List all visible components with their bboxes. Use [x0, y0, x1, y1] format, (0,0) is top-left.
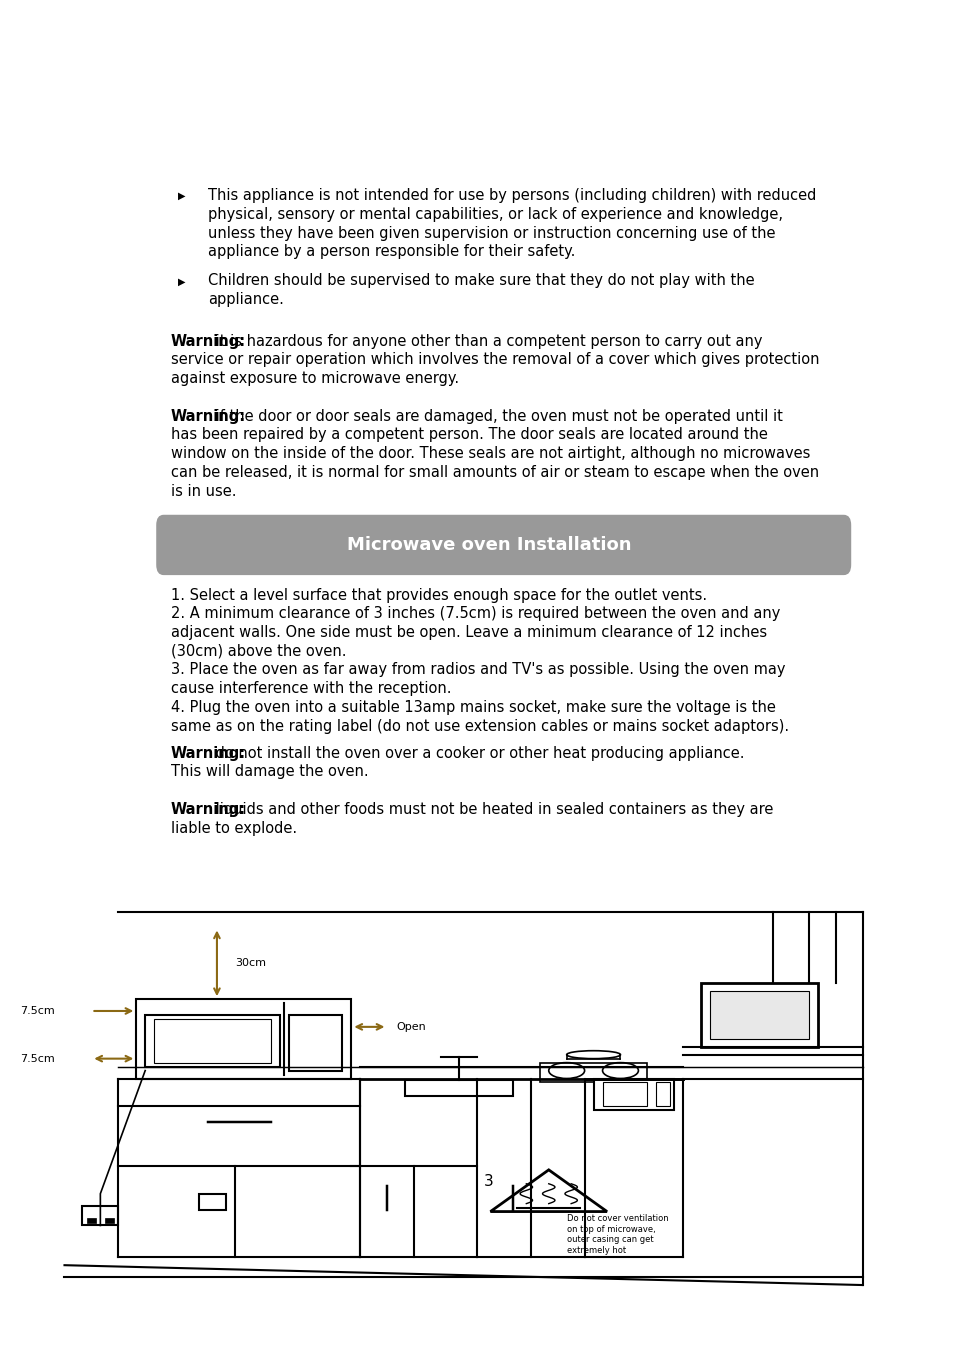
Text: This will damage the oven.: This will damage the oven. — [171, 765, 368, 780]
Polygon shape — [490, 1170, 606, 1212]
Text: 3: 3 — [483, 1174, 494, 1189]
Text: Warning:: Warning: — [171, 408, 246, 424]
Bar — [136, 1000, 351, 1078]
Text: Warning:: Warning: — [171, 746, 246, 761]
Text: do not install the oven over a cooker or other heat producing appliance.: do not install the oven over a cooker or… — [211, 746, 744, 761]
Text: cause interference with the reception.: cause interference with the reception. — [171, 681, 451, 696]
Text: Warning:: Warning: — [171, 334, 246, 349]
Bar — [154, 1019, 271, 1063]
Ellipse shape — [566, 1051, 619, 1059]
Bar — [700, 984, 817, 1047]
Bar — [656, 1082, 669, 1106]
Bar — [145, 1015, 279, 1066]
Text: Microwave oven Installation: Microwave oven Installation — [346, 536, 631, 554]
Text: 1. Select a level surface that provides enough space for the outlet vents.: 1. Select a level surface that provides … — [171, 588, 706, 603]
Text: liable to explode.: liable to explode. — [171, 820, 296, 836]
Text: 4. Plug the oven into a suitable 13amp mains socket, make sure the voltage is th: 4. Plug the oven into a suitable 13amp m… — [171, 700, 775, 715]
Text: Children should be supervised to make sure that they do not play with the: Children should be supervised to make su… — [208, 273, 754, 288]
Text: 7.5cm: 7.5cm — [20, 1006, 54, 1016]
Text: has been repaired by a competent person. The door seals are located around the: has been repaired by a competent person.… — [171, 427, 767, 442]
Text: same as on the rating label (do not use extension cables or mains socket adaptor: same as on the rating label (do not use … — [171, 719, 788, 734]
Text: it is hazardous for anyone other than a competent person to carry out any: it is hazardous for anyone other than a … — [211, 334, 762, 349]
Text: Open: Open — [395, 1021, 426, 1032]
Text: adjacent walls. One side must be open. Leave a minimum clearance of 12 inches: adjacent walls. One side must be open. L… — [171, 626, 766, 640]
Text: if the door or door seals are damaged, the oven must not be operated until it: if the door or door seals are damaged, t… — [211, 408, 782, 424]
Text: unless they have been given supervision or instruction concerning use of the: unless they have been given supervision … — [208, 226, 775, 240]
Text: ▶: ▶ — [178, 192, 186, 201]
Bar — [602, 1082, 647, 1106]
Text: 3. Place the oven as far away from radios and TV's as possible. Using the oven m: 3. Place the oven as far away from radio… — [171, 662, 784, 677]
Bar — [82, 1205, 118, 1225]
Bar — [593, 1078, 674, 1111]
Bar — [105, 1217, 113, 1224]
Text: physical, sensory or mental capabilities, or lack of experience and knowledge,: physical, sensory or mental capabilities… — [208, 207, 782, 222]
Bar — [289, 1015, 342, 1070]
Text: 2. A minimum clearance of 3 inches (7.5cm) is required between the oven and any: 2. A minimum clearance of 3 inches (7.5c… — [171, 607, 780, 621]
FancyBboxPatch shape — [156, 515, 850, 576]
Text: against exposure to microwave energy.: against exposure to microwave energy. — [171, 372, 458, 386]
Text: is in use.: is in use. — [171, 484, 236, 499]
Bar — [709, 992, 808, 1039]
Text: 30cm: 30cm — [234, 958, 266, 969]
Text: liquids and other foods must not be heated in sealed containers as they are: liquids and other foods must not be heat… — [211, 802, 773, 817]
Text: This appliance is not intended for use by persons (including children) with redu: This appliance is not intended for use b… — [208, 188, 816, 203]
Text: can be released, it is normal for small amounts of air or steam to escape when t: can be released, it is normal for small … — [171, 465, 819, 480]
Bar — [539, 1063, 647, 1082]
Text: Warning:: Warning: — [171, 802, 246, 817]
Bar — [199, 1194, 226, 1209]
Text: (30cm) above the oven.: (30cm) above the oven. — [171, 644, 346, 659]
Text: appliance.: appliance. — [208, 292, 284, 307]
Bar — [405, 1081, 513, 1097]
Bar — [87, 1217, 95, 1224]
Text: service or repair operation which involves the removal of a cover which gives pr: service or repair operation which involv… — [171, 353, 819, 367]
Text: Do not cover ventilation
on top of microwave,
outer casing can get
extremely hot: Do not cover ventilation on top of micro… — [566, 1215, 668, 1255]
Text: appliance by a person responsible for their safety.: appliance by a person responsible for th… — [208, 245, 575, 259]
Text: ▶: ▶ — [178, 277, 186, 286]
Text: window on the inside of the door. These seals are not airtight, although no micr: window on the inside of the door. These … — [171, 446, 809, 461]
Text: 7.5cm: 7.5cm — [20, 1054, 54, 1063]
